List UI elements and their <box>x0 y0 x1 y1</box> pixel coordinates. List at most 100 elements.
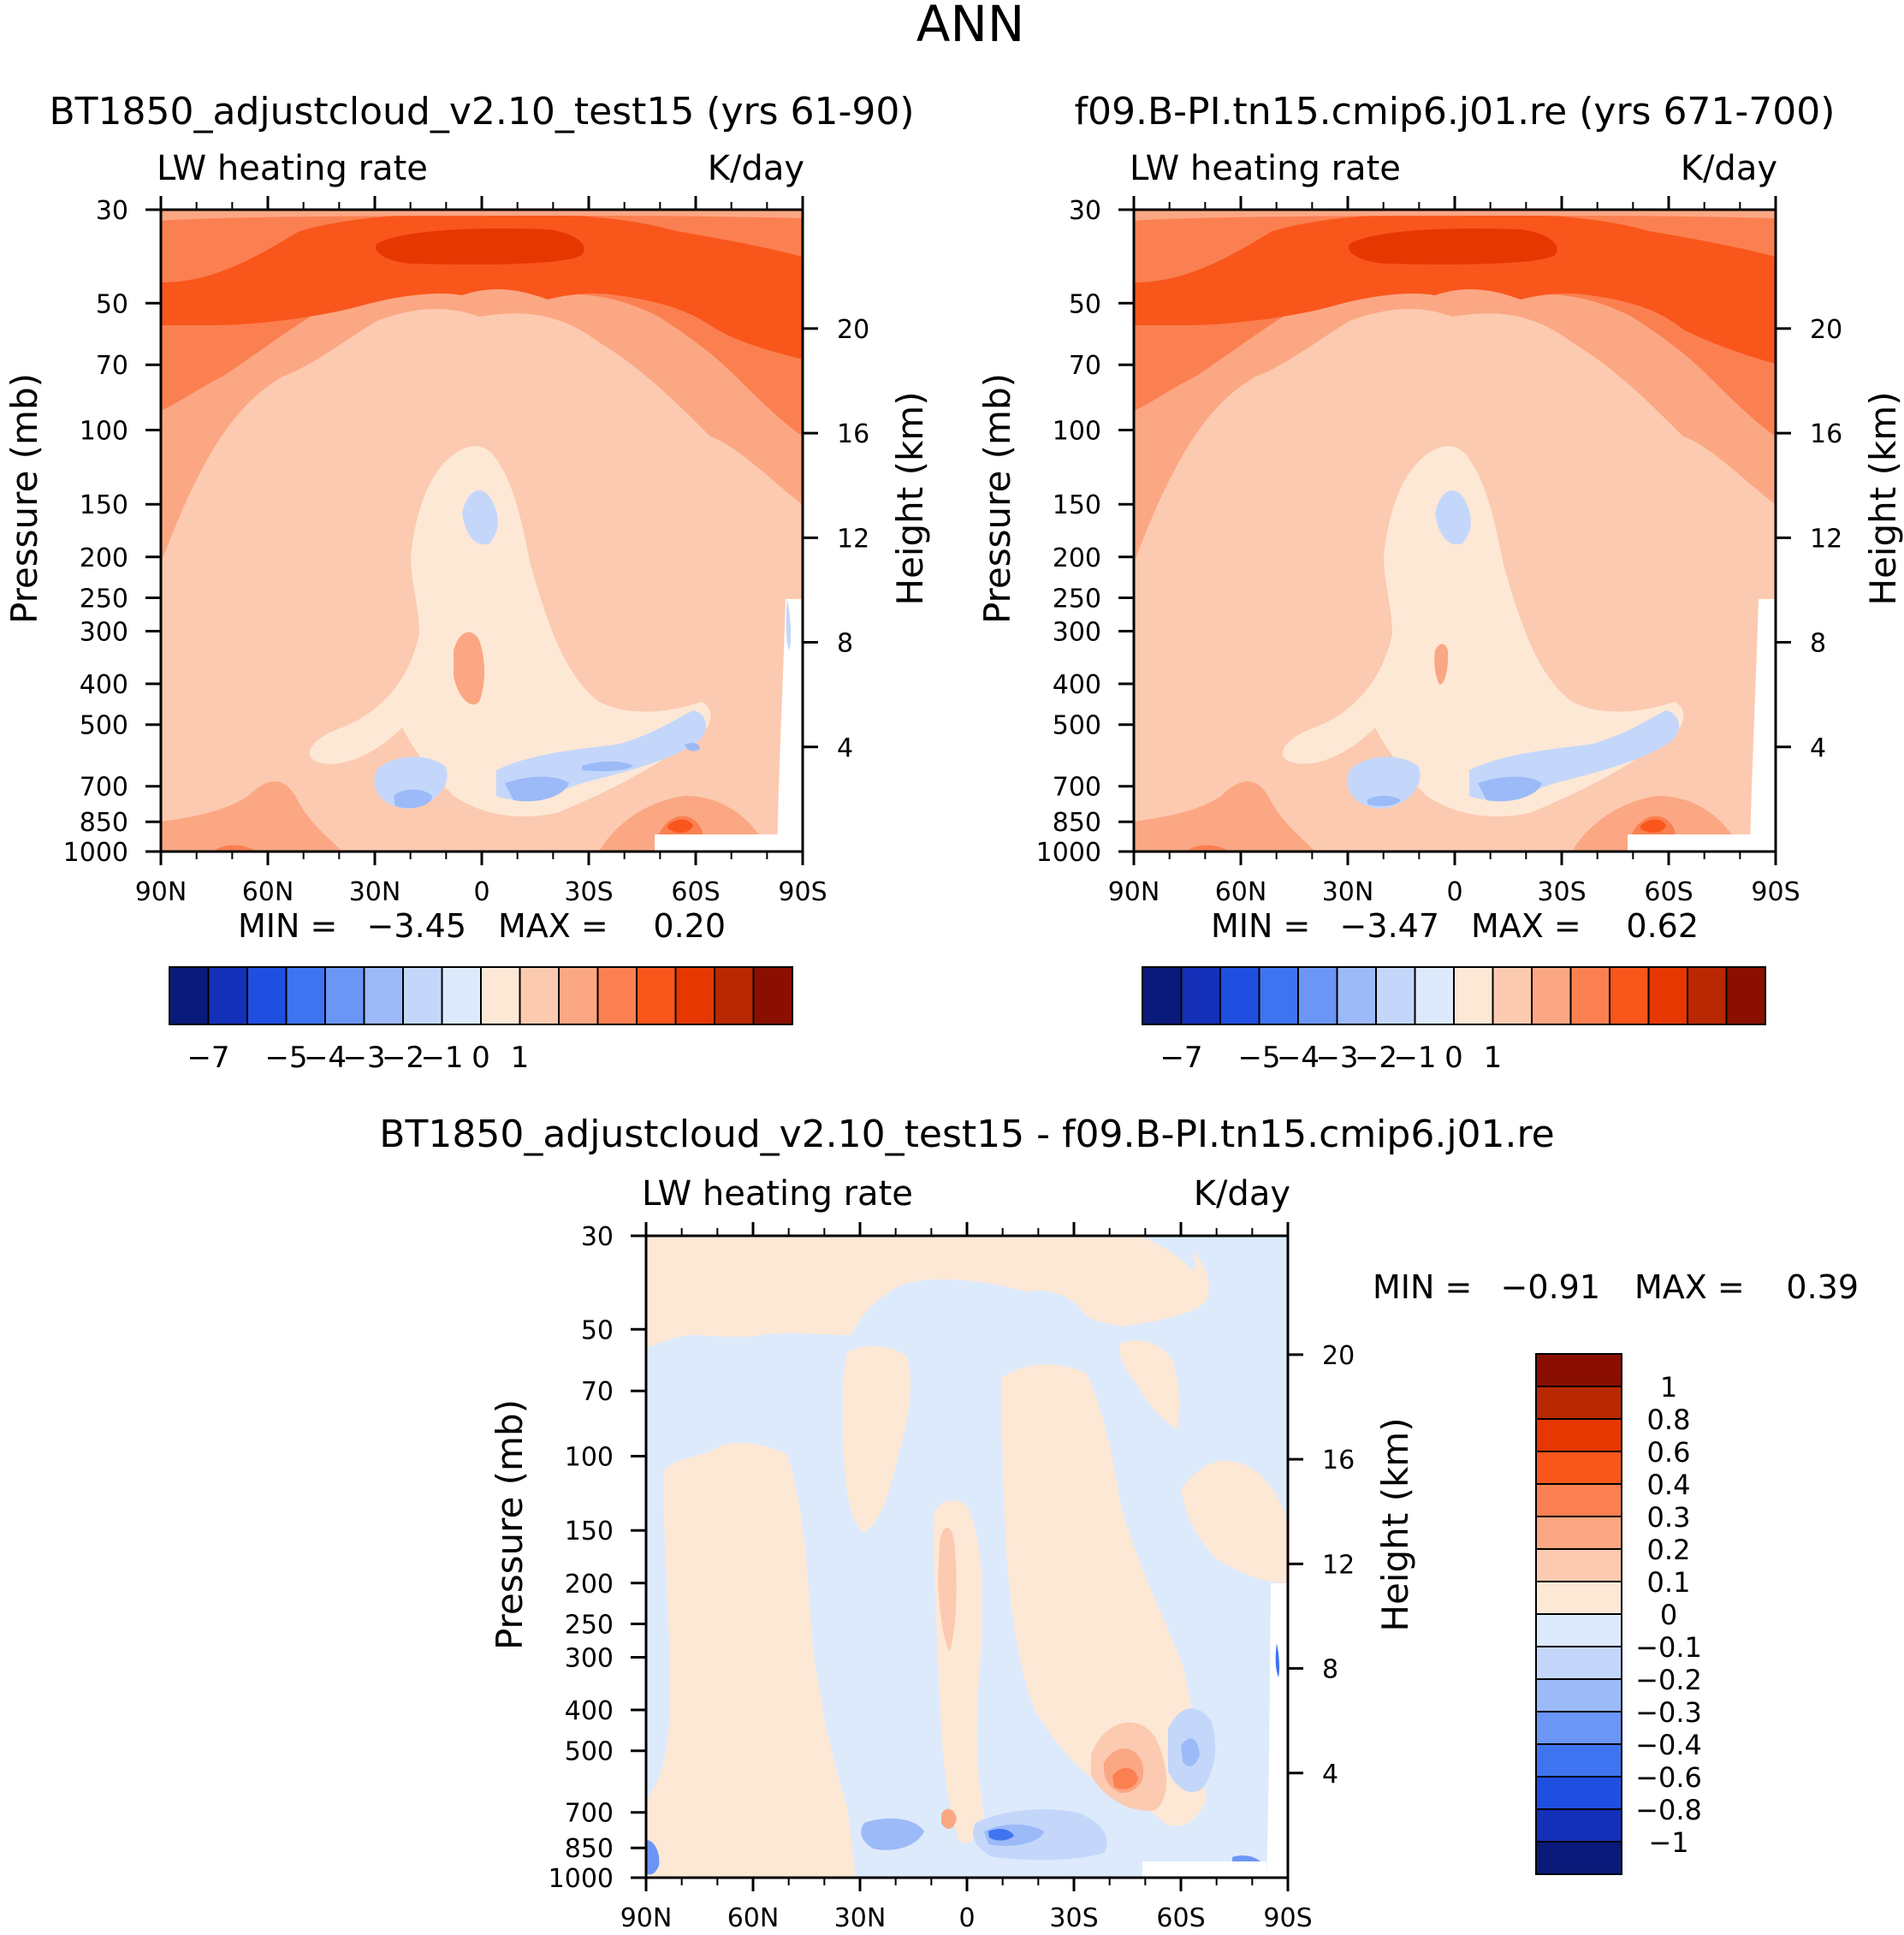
colorbar-label: −3 <box>342 1041 385 1075</box>
y-axis-title: Pressure (mb) <box>489 1399 531 1650</box>
pressure-tick-label: 400 <box>1053 670 1101 700</box>
colorbar-swatch <box>480 966 521 1025</box>
min-label: MIN = <box>1373 1268 1472 1306</box>
lat-tick-label: 30N <box>834 1903 887 1933</box>
variable-label: LW heating rate <box>157 149 428 188</box>
colorbar-swatch <box>363 966 404 1025</box>
pressure-tick-label: 700 <box>565 1799 614 1829</box>
max-value: 0.62 <box>1626 907 1699 945</box>
min-label: MIN = <box>238 907 337 945</box>
height-tick-label: 4 <box>1322 1760 1338 1790</box>
pressure-tick-label: 200 <box>565 1570 614 1600</box>
pressure-tick-label: 150 <box>565 1517 614 1546</box>
lat-tick-label: 30N <box>349 877 401 907</box>
units-label: K/day <box>1194 1174 1290 1214</box>
colorbar-swatch <box>1535 1581 1622 1615</box>
lat-tick-label: 60S <box>1156 1903 1205 1933</box>
height-tick-label: 12 <box>1322 1550 1355 1580</box>
pressure-tick-label: 70 <box>1069 351 1101 381</box>
colorbar-swatch <box>1219 966 1260 1025</box>
colorbar-label: 1 <box>511 1041 530 1075</box>
colorbar-label: −0.8 <box>1635 1794 1702 1826</box>
pressure-tick-label: 300 <box>565 1643 614 1673</box>
colorbar-swatch <box>714 966 755 1025</box>
lat-tick-label: 90N <box>1108 877 1160 907</box>
stats-difference: MIN = −0.91 MAX = 0.39 <box>1373 1268 1859 1306</box>
stats-control: MIN = −3.47 MAX = 0.62 <box>1211 907 1699 945</box>
panel-title: BT1850_adjustcloud_v2.10_test15 (yrs 61-… <box>49 90 914 134</box>
colorbar-swatch <box>1180 966 1221 1025</box>
colorbar-swatch <box>1535 1711 1622 1745</box>
min-label: MIN = <box>1211 907 1310 945</box>
pressure-tick-label: 500 <box>1053 711 1101 741</box>
colorbar-swatch <box>636 966 677 1025</box>
colorbar-swatch <box>596 966 638 1025</box>
lat-tick-label: 60S <box>671 877 720 907</box>
page-title: ANN <box>916 0 1024 53</box>
colorbar-label: −0.4 <box>1635 1729 1702 1761</box>
colorbar-label: 0 <box>1444 1041 1463 1075</box>
colorbar-label: 0.2 <box>1647 1534 1691 1566</box>
colorbar-swatch <box>1687 966 1728 1025</box>
pressure-tick-label: 1000 <box>63 838 128 868</box>
colorbar-swatch <box>1535 1386 1622 1420</box>
pressure-tick-label: 500 <box>565 1737 614 1767</box>
max-value: 0.39 <box>1786 1268 1859 1306</box>
colorbar-label: 0.8 <box>1647 1404 1691 1436</box>
pressure-tick-label: 500 <box>80 711 128 741</box>
height-tick-label: 20 <box>1810 315 1842 345</box>
colorbar-swatch <box>1535 1841 1622 1875</box>
colorbar-swatch <box>1535 1516 1622 1550</box>
pressure-tick-label: 150 <box>80 490 128 520</box>
colorbar-swatch <box>285 966 326 1025</box>
colorbar-label: −4 <box>304 1041 347 1075</box>
colorbar-swatch <box>1453 966 1494 1025</box>
pressure-tick-label: 850 <box>1053 808 1101 838</box>
colorbar-swatch <box>674 966 715 1025</box>
min-value: −3.47 <box>1340 907 1439 945</box>
colorbar-swatch <box>1535 1451 1622 1485</box>
units-label: K/day <box>1681 149 1777 188</box>
colorbar-label: −2 <box>1355 1041 1397 1075</box>
colorbar-label: −5 <box>264 1041 307 1075</box>
colorbar-label: 0 <box>1660 1599 1677 1631</box>
heatmap-field <box>646 1236 1288 1878</box>
colorbar-swatch <box>1492 966 1533 1025</box>
colorbar-swatch <box>441 966 482 1025</box>
max-value: 0.20 <box>653 907 726 945</box>
pressure-tick-label: 700 <box>80 773 128 803</box>
lat-tick-label: 30S <box>1049 1903 1098 1933</box>
pressure-tick-label: 850 <box>80 808 128 838</box>
colorbar-swatch <box>1609 966 1650 1025</box>
colorbar-swatch <box>402 966 443 1025</box>
heatmap-field <box>161 210 803 852</box>
pressure-tick-label: 100 <box>1053 417 1101 447</box>
pressure-tick-label: 250 <box>565 1610 614 1640</box>
colorbar-swatch <box>1535 1776 1622 1810</box>
colorbar-label: −0.1 <box>1635 1631 1702 1664</box>
colorbar-swatch <box>1535 1743 1622 1778</box>
pressure-tick-label: 70 <box>581 1377 614 1407</box>
colorbar-label: −0.3 <box>1635 1696 1702 1729</box>
height-tick-label: 12 <box>837 524 869 554</box>
colorbar-swatch <box>1336 966 1377 1025</box>
colorbar-label: −1 <box>1393 1041 1436 1075</box>
panel-title: f09.B-PI.tn15.cmip6.j01.re (yrs 671-700) <box>1075 90 1836 134</box>
colorbar-swatch <box>752 966 793 1025</box>
colorbar-swatch <box>1569 966 1610 1025</box>
pressure-tick-label: 1000 <box>1036 838 1101 868</box>
pressure-tick-label: 300 <box>1053 617 1101 647</box>
max-label: MAX = <box>1634 1268 1745 1306</box>
colorbar-swatch <box>1531 966 1572 1025</box>
colorbar-label: −7 <box>1160 1041 1202 1075</box>
height-tick-label: 4 <box>837 733 853 763</box>
colorbar-swatch <box>1535 1808 1622 1843</box>
pressure-tick-label: 30 <box>96 196 128 226</box>
colorbar-label: −4 <box>1277 1041 1320 1075</box>
pressure-tick-label: 200 <box>1053 543 1101 573</box>
colorbar-label: 1 <box>1484 1041 1503 1075</box>
variable-label: LW heating rate <box>1130 149 1401 188</box>
colorbar-swatch <box>1535 1613 1622 1647</box>
